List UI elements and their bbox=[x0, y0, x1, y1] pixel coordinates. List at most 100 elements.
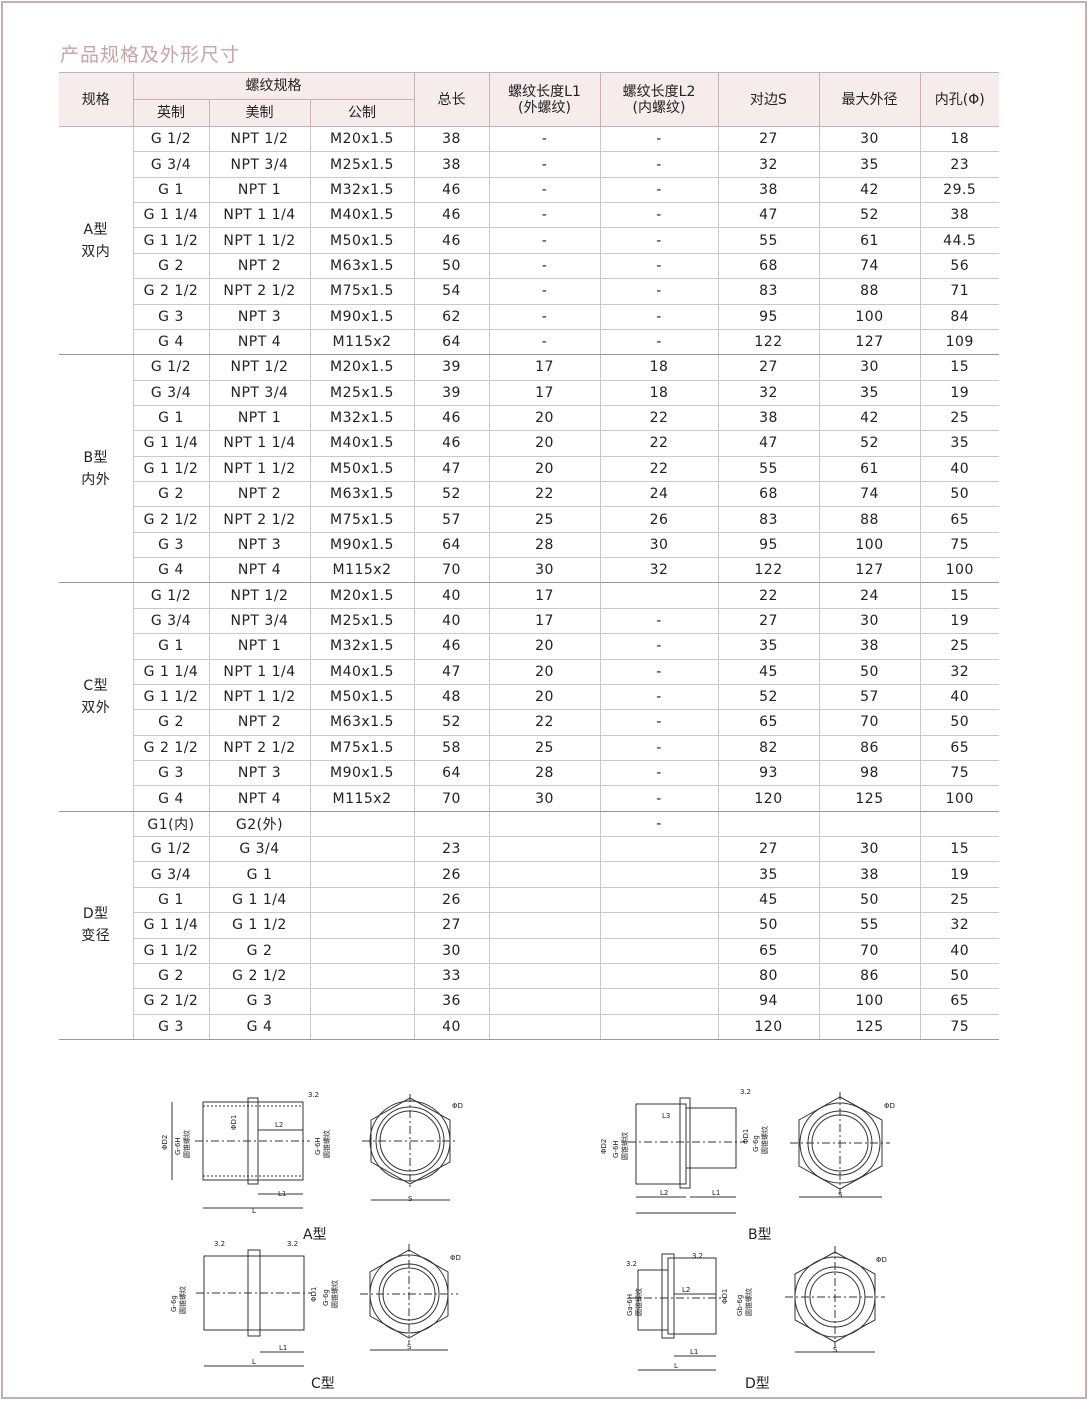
table-cell: 38 bbox=[413, 125, 490, 153]
table-cell: 93 bbox=[717, 759, 820, 787]
table-cell: 28 bbox=[488, 531, 601, 559]
table-row: G 4 NPT 4 M115x2 64- -122 127 109 bbox=[59, 328, 999, 356]
label-c-taper: 圆锥螺纹 bbox=[178, 1286, 187, 1314]
table-cell: 100 bbox=[919, 557, 999, 584]
label-d-l1: L1 bbox=[690, 1348, 698, 1356]
table-cell: 20 bbox=[488, 455, 601, 483]
table-cell: 38 bbox=[818, 633, 921, 660]
table-row: G 3/4 NPT 3/4 M25x1.5 39 17 18 32 35 19 bbox=[59, 379, 999, 406]
table-cell: 75 bbox=[919, 531, 999, 559]
table-cell: NPT 1 1/4 bbox=[208, 202, 311, 229]
table-cell: - bbox=[488, 252, 601, 280]
table-cell: M32x1.5 bbox=[309, 633, 415, 660]
table-cell: G 2 bbox=[133, 481, 210, 508]
table-cell: G 2 bbox=[133, 709, 210, 736]
label-c-s: S bbox=[407, 1343, 412, 1351]
table-cell: 95 bbox=[717, 531, 820, 559]
table-cell: 32 bbox=[717, 151, 820, 178]
table-cell: 80 bbox=[717, 962, 820, 990]
table-cell: NPT 3/4 bbox=[208, 607, 311, 635]
table-cell: - bbox=[599, 202, 719, 229]
table-row: G 4 NPT 4 M115x2 70 30-120 125 100 bbox=[59, 785, 999, 812]
drawing-d-side: L L1 L2 3.2 3.2 Ga-6H 圆锥螺纹 Gb-6g 圆锥螺纹 ΦD… bbox=[626, 1252, 753, 1371]
table-cell: - bbox=[599, 759, 719, 787]
table-row: G 3/4 NPT 3/4 M25x1.5 40 17-27 30 19 bbox=[59, 607, 999, 635]
table-cell: 36 bbox=[413, 988, 490, 1015]
drawing-c-side: L L1 3.2 3.2 G-6g 圆锥螺纹 ΦD1 G-6g 圆锥螺纹 bbox=[170, 1240, 339, 1367]
table-row: G 2 NPT 2 M63x1.5 52 22-65 70 50 bbox=[59, 709, 999, 736]
table-cell: 95 bbox=[717, 303, 820, 330]
table-cell: 47 bbox=[413, 455, 490, 483]
table-cell bbox=[488, 1013, 601, 1040]
group-label-line: C型 bbox=[83, 678, 109, 695]
table-cell: NPT 1 bbox=[208, 404, 311, 432]
table-cell: - bbox=[599, 278, 719, 305]
label-s: S bbox=[408, 1195, 413, 1203]
table-cell: 42 bbox=[818, 404, 921, 432]
table-cell: 52 bbox=[818, 202, 921, 229]
table-cell: - bbox=[599, 607, 719, 635]
label-c-roughness-2: 3.2 bbox=[287, 1240, 298, 1248]
table-cell: 65 bbox=[919, 734, 999, 761]
table-cell: NPT 4 bbox=[208, 785, 311, 812]
table-cell: NPT 3/4 bbox=[208, 151, 311, 178]
table-cell: - bbox=[488, 328, 601, 356]
table-cell: 27 bbox=[717, 354, 820, 381]
table-cell: G 2 bbox=[133, 962, 210, 990]
table-cell: G 3/4 bbox=[133, 379, 210, 406]
table-cell: 47 bbox=[717, 202, 820, 229]
table-cell: NPT 2 bbox=[208, 481, 311, 508]
table-cell: NPT 3 bbox=[208, 531, 311, 559]
table-cell: G 4 bbox=[133, 328, 210, 356]
table-cell: 40 bbox=[413, 607, 490, 635]
table-row: B型 内外 G 1/2 NPT 1/2 M20x1.5 39 17 18 27 30 15 bbox=[59, 354, 999, 584]
table-cell: - bbox=[599, 151, 719, 178]
table-cell: G 1 1/4 bbox=[208, 886, 311, 914]
label-b-l3: L3 bbox=[662, 1112, 670, 1120]
table-cell: G 2 bbox=[133, 252, 210, 280]
table-cell: G 1 1/4 bbox=[133, 430, 210, 457]
table-cell bbox=[488, 836, 601, 863]
table-cell: 15 bbox=[919, 354, 999, 381]
table-cell: NPT 1 bbox=[208, 176, 311, 204]
table-row: G 3 NPT 3 M90x1.5 64 28-93 98 75 bbox=[59, 759, 999, 787]
table-cell: 30 bbox=[413, 937, 490, 964]
header-l2-sub: (内螺纹) bbox=[632, 99, 686, 116]
label-d-taper-right: 圆锥螺纹 bbox=[744, 1288, 753, 1316]
table-cell: M115x2 bbox=[309, 328, 415, 356]
table-cell: 55 bbox=[818, 912, 921, 939]
table-row: G 2 1/2 NPT 2 1/2 M75x1.5 57 25 26 83 88 65 bbox=[59, 506, 999, 533]
table-cell: G 3/4 bbox=[133, 861, 210, 888]
table-cell: 64 bbox=[413, 759, 490, 787]
table-cell: NPT 2 bbox=[208, 252, 311, 280]
table-cell: 26 bbox=[599, 506, 719, 533]
table-cell: NPT 1 1/4 bbox=[208, 430, 311, 457]
table-cell: 30 bbox=[818, 125, 921, 153]
table-cell: 40 bbox=[413, 582, 490, 609]
table-cell: G 1 bbox=[133, 886, 210, 914]
table-cell: 32 bbox=[919, 912, 999, 939]
label-c-g6g: G-6g bbox=[170, 1295, 178, 1312]
label-b-d2: ΦD2 bbox=[600, 1139, 608, 1154]
table-cell: 54 bbox=[413, 278, 490, 305]
table-cell bbox=[488, 861, 601, 888]
table-cell: G 2 1/2 bbox=[133, 278, 210, 305]
table-cell: 47 bbox=[717, 430, 820, 457]
table-cell: 46 bbox=[413, 633, 490, 660]
table-cell: 120 bbox=[717, 1013, 820, 1040]
table-cell: 120 bbox=[717, 785, 820, 812]
table-cell: 38 bbox=[717, 176, 820, 204]
caption-d: D型 bbox=[745, 1376, 770, 1392]
table-cell: M90x1.5 bbox=[309, 303, 415, 330]
table-cell: NPT 1 1/4 bbox=[208, 658, 311, 685]
drawing-b-end: S ΦD bbox=[790, 1092, 895, 1199]
table-cell: 26 bbox=[413, 861, 490, 888]
table-row: G 2 1/2 G 3 36 94 100 65 bbox=[59, 988, 999, 1015]
table-cell: - bbox=[599, 658, 719, 685]
table-row: G 2 NPT 2 M63x1.5 50- -68 74 56 bbox=[59, 252, 999, 280]
label-c-taper-right: 圆锥螺纹 bbox=[330, 1280, 339, 1308]
table-row: G 1 1/4 NPT 1 1/4 M40x1.5 47 20-45 50 32 bbox=[59, 658, 999, 685]
table-cell bbox=[488, 988, 601, 1015]
label-d-s: S bbox=[833, 1346, 838, 1354]
